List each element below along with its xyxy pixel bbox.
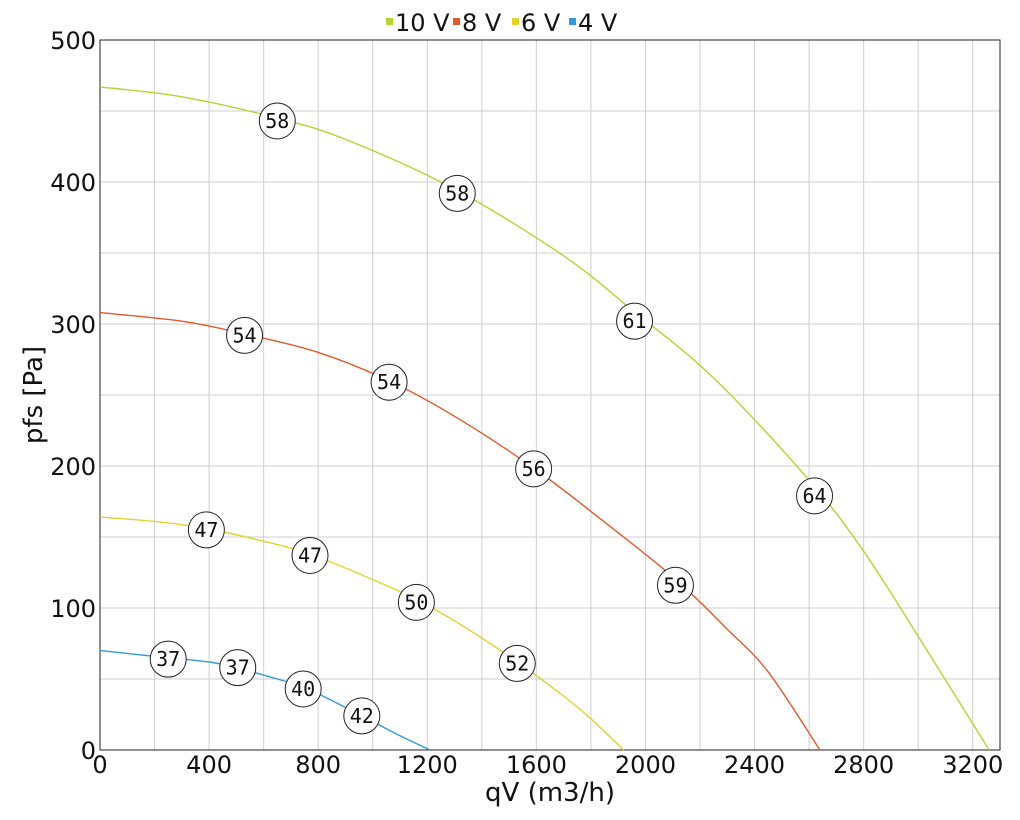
point-label: 56 bbox=[522, 457, 546, 481]
point-label: 54 bbox=[232, 323, 256, 347]
legend-label: 6 V bbox=[521, 9, 561, 37]
point-label: 37 bbox=[156, 647, 180, 671]
y-tick-label: 200 bbox=[50, 453, 96, 481]
point-label-marker bbox=[291, 536, 329, 574]
point-label: 64 bbox=[802, 484, 826, 508]
point-label-marker bbox=[226, 316, 264, 354]
legend: 10 V 8 V 6 V 4 V bbox=[386, 9, 618, 37]
y-tick-label: 400 bbox=[50, 169, 96, 197]
grid bbox=[100, 40, 1000, 750]
point-label: 37 bbox=[226, 656, 250, 680]
legend-label: 8 V bbox=[462, 9, 502, 37]
point-label: 61 bbox=[622, 309, 646, 333]
point-label-marker bbox=[397, 583, 435, 621]
point-label-marker bbox=[370, 363, 408, 401]
point-label-marker bbox=[438, 174, 476, 212]
x-tick-label: 1200 bbox=[397, 751, 458, 779]
x-axis-ticks: 0 400 800 1200 1600 2000 2400 2800 3200 bbox=[92, 751, 1003, 779]
point-label: 58 bbox=[265, 109, 289, 133]
series-line-3 bbox=[99, 649, 431, 751]
legend-swatch bbox=[569, 18, 576, 25]
x-tick-label: 2000 bbox=[615, 751, 676, 779]
legend-swatch bbox=[453, 18, 460, 25]
x-tick-label: 800 bbox=[295, 751, 341, 779]
x-tick-label: 0 bbox=[92, 751, 107, 779]
x-tick-label: 2800 bbox=[833, 751, 894, 779]
y-tick-label: 100 bbox=[50, 595, 96, 623]
legend-label: 10 V bbox=[395, 9, 450, 37]
point-label-marker bbox=[149, 640, 187, 678]
point-labels: 58 58 61 64 54 54 56 59 47 47 50 52 37 37 40 42 bbox=[149, 102, 834, 735]
point-label-marker bbox=[498, 644, 536, 682]
y-tick-label: 300 bbox=[50, 311, 96, 339]
point-label: 59 bbox=[663, 573, 687, 597]
plot-frame bbox=[99, 39, 1001, 751]
point-label: 42 bbox=[350, 704, 374, 728]
point-label: 54 bbox=[377, 370, 401, 394]
point-label: 58 bbox=[445, 181, 469, 205]
point-label-marker bbox=[187, 511, 225, 549]
point-label-marker bbox=[656, 566, 694, 604]
x-axis-title: qV (m3/h) bbox=[485, 778, 615, 808]
x-tick-label: 1600 bbox=[506, 751, 567, 779]
x-tick-label: 3200 bbox=[942, 751, 1003, 779]
y-tick-label: 500 bbox=[50, 27, 96, 55]
point-label-marker bbox=[219, 649, 257, 687]
x-tick-label: 400 bbox=[186, 751, 232, 779]
point-label-marker bbox=[343, 697, 381, 735]
point-label: 52 bbox=[505, 651, 529, 675]
point-label: 47 bbox=[298, 543, 322, 567]
legend-swatch bbox=[386, 18, 393, 25]
point-label: 40 bbox=[291, 677, 315, 701]
y-axis-title: pfs [Pa] bbox=[19, 346, 49, 444]
point-label: 47 bbox=[194, 518, 218, 542]
point-label: 50 bbox=[404, 590, 428, 614]
legend-label: 4 V bbox=[578, 9, 618, 37]
point-label-marker bbox=[258, 102, 296, 140]
point-label-marker bbox=[796, 477, 834, 515]
point-label-marker bbox=[284, 670, 322, 708]
point-label-marker bbox=[515, 450, 553, 488]
legend-swatch bbox=[512, 18, 519, 25]
point-label-marker bbox=[616, 302, 654, 340]
y-axis-ticks: 0 100 200 300 400 500 bbox=[50, 27, 96, 765]
y-tick-label: 0 bbox=[81, 737, 96, 765]
x-tick-label: 2400 bbox=[724, 751, 785, 779]
